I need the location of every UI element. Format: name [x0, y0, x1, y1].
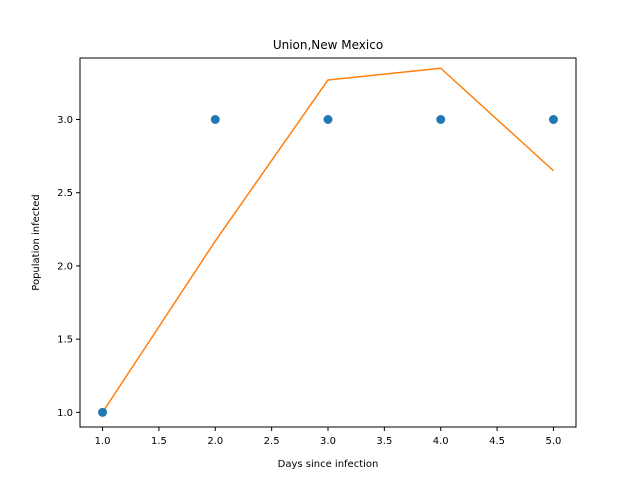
scatter-point	[98, 407, 108, 417]
x-axis-label: Days since infection	[278, 459, 379, 470]
scatter-point	[323, 115, 333, 124]
plot-area	[80, 58, 576, 427]
scatter-point	[210, 115, 220, 124]
scatter-point	[436, 115, 446, 124]
x-tick-label: 3.5	[376, 436, 392, 447]
y-tick-label: 3.0	[57, 115, 73, 126]
x-tick-label: 2.0	[207, 436, 223, 447]
y-axis-ticks: 1.0 1.5 2.0 2.5 3.0	[57, 115, 80, 419]
x-tick-label: 4.0	[433, 436, 449, 447]
chart-title: Union,New Mexico	[273, 38, 383, 52]
x-tick-label: 4.5	[489, 436, 505, 447]
y-axis-label: Population infected	[31, 194, 42, 290]
series-layer	[98, 67, 558, 417]
y-tick-label: 2.0	[57, 261, 73, 272]
y-tick-label: 1.0	[57, 408, 73, 419]
y-tick-label: 2.5	[57, 188, 73, 199]
x-tick-label: 2.5	[264, 436, 280, 447]
scatter-point	[548, 115, 558, 124]
x-tick-label: 3.0	[320, 436, 336, 447]
fit-line	[101, 67, 554, 413]
x-tick-label: 1.0	[95, 436, 111, 447]
x-tick-label: 1.5	[151, 436, 167, 447]
x-axis-ticks: 1.0 1.5 2.0 2.5 3.0 3.5 4.0 4.5 5.0	[95, 427, 562, 447]
y-tick-label: 1.5	[57, 335, 73, 346]
x-tick-label: 5.0	[546, 436, 562, 447]
